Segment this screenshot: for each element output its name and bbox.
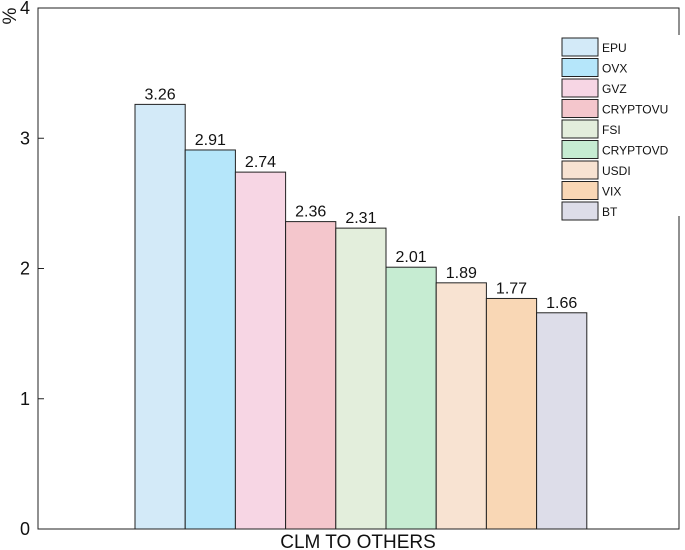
y-tick-label: 1 (20, 389, 30, 409)
bar-bt (536, 312, 588, 530)
legend-label-bt: BT (602, 205, 618, 219)
bar-epu (134, 103, 186, 530)
bar-cryptovu (285, 221, 337, 530)
legend-swatch-epu (561, 37, 599, 57)
legend-label-epu: EPU (602, 41, 627, 55)
legend-swatch-bt (561, 201, 599, 221)
bar-value-label: 2.31 (345, 210, 376, 227)
legend-label-gvz: GVZ (602, 82, 627, 96)
y-tick-label: 0 (20, 519, 30, 539)
legend-label-ovx: OVX (602, 62, 627, 76)
legend-swatch-cryptovu (561, 99, 599, 118)
y-tick-label: 4 (20, 0, 30, 18)
bar-value-label: 2.36 (295, 204, 326, 221)
x-axis-title: CLM TO OTHERS (280, 532, 436, 550)
bar-cryptovd (385, 266, 437, 530)
y-axis-ticks: 0 1 2 3 4 (20, 0, 44, 539)
legend-swatch-vix (561, 181, 599, 200)
bar-ovx (184, 149, 236, 530)
bar-value-label: 1.66 (546, 295, 577, 312)
legend-swatch-usdi (561, 160, 599, 180)
bar-fsi (335, 227, 387, 530)
bar-value-label: 2.01 (396, 249, 427, 266)
bars (134, 103, 588, 530)
bar-value-label: 2.91 (195, 132, 226, 149)
legend: EPU OVX GVZ CRYPTOVU FSI CRYPTOVD USDI VIX BT (559, 35, 685, 221)
legend-label-cryptovd: CRYPTOVD (602, 144, 669, 158)
legend-swatch-gvz (561, 78, 599, 98)
legend-swatch-ovx (561, 58, 599, 77)
y-tick-label: 3 (20, 128, 30, 148)
bar-value-label: 1.77 (496, 280, 527, 297)
bar-value-label: 1.89 (446, 265, 477, 282)
legend-label-cryptovu: CRYPTOVU (602, 103, 668, 117)
y-axis-title: % (0, 7, 21, 24)
y-tick-label: 2 (20, 259, 30, 279)
bar-value-labels: 3.26 2.91 2.74 2.36 2.31 2.01 1.89 1.77 1.66 (145, 86, 578, 311)
legend-swatch-cryptovd (561, 140, 599, 159)
bar-gvz (234, 171, 287, 530)
bar-usdi (435, 282, 487, 530)
legend-label-fsi: FSI (602, 123, 621, 137)
legend-swatch-fsi (561, 119, 599, 139)
bar-value-label: 3.26 (145, 86, 176, 103)
legend-label-usdi: USDI (602, 164, 631, 178)
bar-vix (485, 297, 538, 530)
bar-value-label: 2.74 (245, 154, 276, 171)
legend-label-vix: VIX (602, 185, 621, 199)
